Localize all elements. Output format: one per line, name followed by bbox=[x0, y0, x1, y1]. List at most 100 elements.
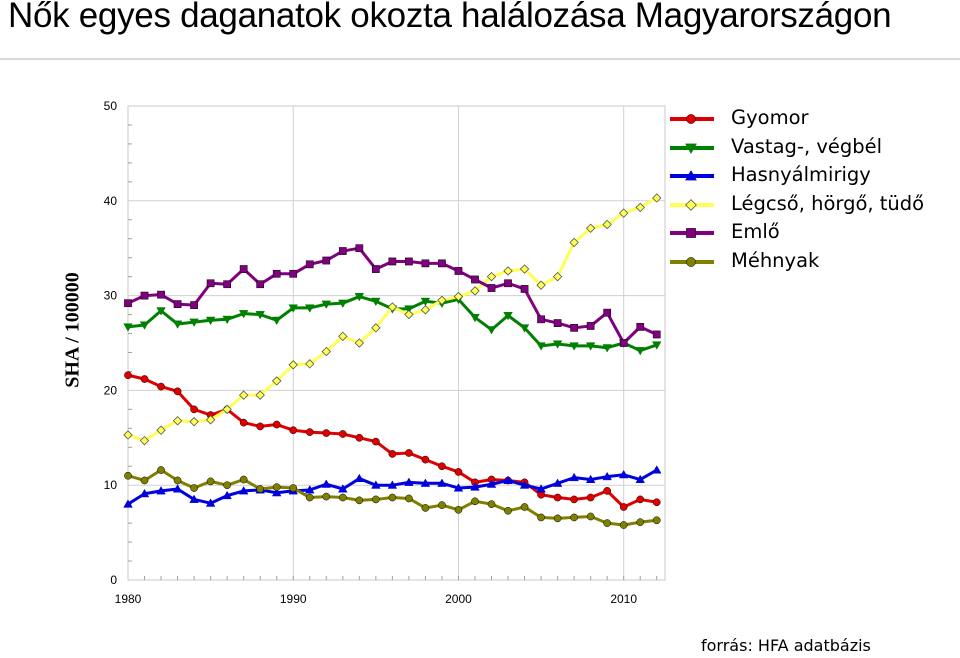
data-point bbox=[272, 376, 282, 386]
data-point bbox=[602, 471, 612, 481]
data-point bbox=[338, 299, 348, 309]
data-point bbox=[570, 495, 578, 504]
data-point bbox=[205, 316, 216, 326]
data-point bbox=[189, 494, 199, 503]
data-point bbox=[636, 495, 645, 504]
data-point bbox=[139, 488, 150, 498]
data-point bbox=[520, 285, 529, 293]
page-title: Nők egyes daganatok okozta halálozása Ma… bbox=[8, 0, 892, 35]
data-point bbox=[635, 202, 645, 213]
data-point bbox=[172, 484, 183, 493]
legend-swatch bbox=[670, 228, 714, 238]
data-point bbox=[552, 271, 563, 282]
data-point bbox=[685, 143, 697, 154]
series-hasnyálmirigy bbox=[123, 465, 662, 508]
data-point bbox=[305, 304, 315, 313]
data-point bbox=[421, 455, 430, 464]
data-point bbox=[139, 435, 150, 446]
legend-label: Vastag-, végbél bbox=[731, 134, 883, 158]
data-point bbox=[404, 309, 414, 320]
data-point bbox=[602, 344, 612, 353]
data-point bbox=[405, 494, 413, 503]
data-point bbox=[139, 321, 150, 330]
data-point bbox=[272, 420, 281, 429]
y-tick-label: 0 bbox=[110, 573, 117, 587]
data-point bbox=[652, 516, 661, 525]
data-point bbox=[635, 347, 645, 356]
data-point bbox=[603, 519, 612, 527]
data-point bbox=[585, 474, 596, 484]
data-point bbox=[503, 266, 513, 276]
data-point bbox=[569, 472, 579, 482]
data-point bbox=[239, 418, 248, 427]
data-point bbox=[421, 504, 430, 512]
data-point bbox=[289, 426, 298, 435]
data-point bbox=[190, 301, 198, 309]
data-point bbox=[651, 341, 662, 350]
data-point bbox=[552, 340, 563, 349]
data-point bbox=[636, 323, 645, 331]
data-point bbox=[322, 256, 331, 265]
data-point bbox=[157, 290, 165, 299]
data-point bbox=[338, 331, 348, 342]
data-point bbox=[205, 498, 216, 507]
y-tick-label: 20 bbox=[104, 383, 118, 397]
data-point bbox=[205, 415, 216, 425]
data-point bbox=[454, 505, 463, 514]
data-point bbox=[321, 346, 331, 357]
data-point bbox=[271, 487, 282, 497]
data-point bbox=[305, 485, 315, 494]
data-point bbox=[405, 257, 413, 266]
data-point bbox=[223, 280, 231, 289]
data-point bbox=[421, 259, 430, 268]
data-point bbox=[470, 482, 480, 491]
data-point bbox=[272, 269, 281, 278]
data-point bbox=[288, 360, 298, 370]
data-point bbox=[255, 390, 265, 400]
data-point bbox=[222, 404, 232, 415]
data-point bbox=[420, 297, 431, 307]
data-point bbox=[487, 284, 496, 292]
data-point bbox=[256, 485, 265, 493]
data-point bbox=[453, 291, 464, 302]
data-point bbox=[388, 257, 397, 266]
data-point bbox=[124, 299, 132, 308]
data-point bbox=[338, 430, 347, 438]
data-point bbox=[322, 429, 331, 437]
data-point bbox=[255, 311, 265, 320]
legend-label: Hasnyálmirigy bbox=[731, 163, 871, 186]
data-point bbox=[619, 339, 628, 347]
data-point bbox=[371, 437, 380, 446]
data-point bbox=[354, 473, 365, 483]
legend-swatch bbox=[670, 114, 714, 124]
data-point bbox=[355, 244, 364, 253]
data-point bbox=[305, 493, 314, 502]
legend-swatch bbox=[670, 198, 714, 211]
data-point bbox=[438, 462, 446, 471]
data-point bbox=[140, 291, 149, 300]
data-point bbox=[553, 514, 562, 523]
legend-swatch bbox=[670, 143, 714, 154]
data-point bbox=[586, 322, 595, 330]
data-series bbox=[123, 193, 662, 529]
data-point bbox=[470, 286, 480, 296]
data-point bbox=[618, 469, 629, 479]
data-point bbox=[157, 382, 165, 391]
x-tick-label: 1980 bbox=[115, 592, 142, 606]
data-point bbox=[602, 219, 612, 230]
data-point bbox=[321, 479, 332, 488]
data-point bbox=[652, 193, 662, 203]
data-point bbox=[238, 486, 249, 495]
data-point bbox=[519, 480, 530, 489]
data-point bbox=[338, 247, 347, 255]
legend-label: Emlő bbox=[731, 220, 780, 243]
data-point bbox=[238, 390, 249, 400]
data-point bbox=[355, 496, 364, 505]
data-point bbox=[156, 486, 166, 495]
data-point bbox=[322, 492, 331, 501]
data-point bbox=[238, 310, 249, 319]
data-point bbox=[570, 323, 578, 332]
data-point bbox=[553, 319, 562, 327]
data-point bbox=[239, 265, 248, 273]
